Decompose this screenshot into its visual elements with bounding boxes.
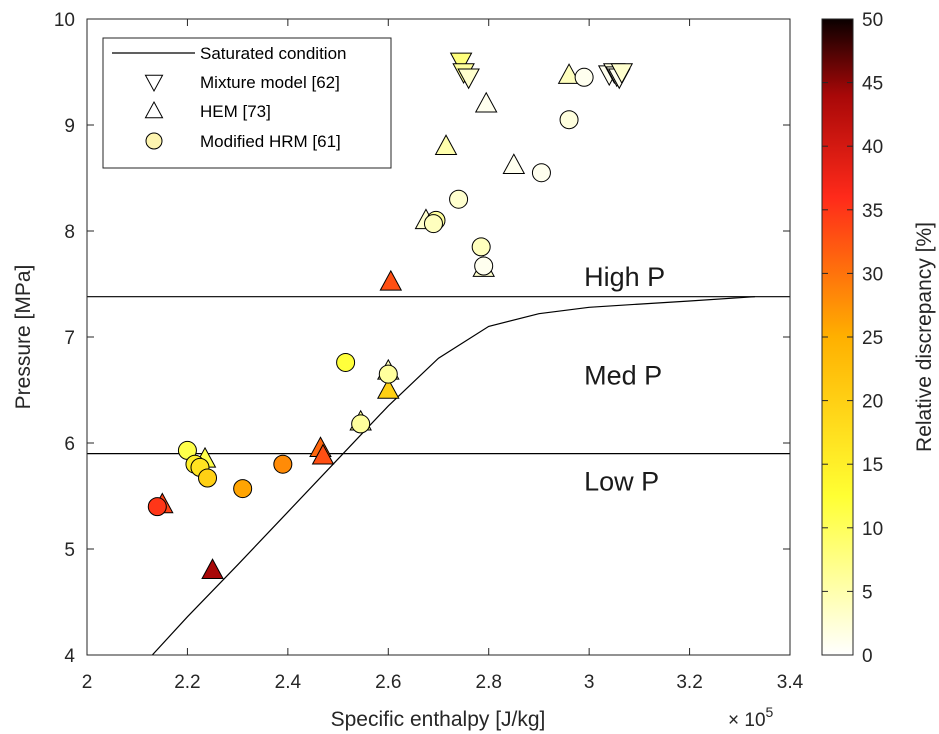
x-axis: 2 2.2 2.4 2.6 2.8 3 3.2 3.4 [82,19,804,693]
data-point-circle [378,364,398,384]
data-point-circle [474,256,494,276]
data-point-triangle-up [311,443,335,465]
x-axis-label: Specific enthalpy [J/kg] [331,708,546,731]
region-annotation: Med P [584,361,662,391]
y-tick-label: 10 [54,10,75,31]
legend-label: Mixture model [62] [200,73,340,92]
colorbar-tick-label: 45 [862,74,883,95]
colorbar-tick-label: 15 [862,455,883,476]
colorbar-tick-label: 35 [862,201,883,222]
data-point-triangle-down [449,52,473,74]
x-tick-label: 2.2 [174,672,200,693]
x-tick-label: 2 [82,672,93,693]
colorbar: 0 5 10 15 20 25 30 35 40 45 50 Relative discrepanc… [821,10,936,667]
data-point-circle [198,468,218,488]
y-axis-label: Pressure [MPa] [12,265,35,410]
x-tick-label: 3.4 [777,672,804,693]
line-0 [151,296,755,655]
colorbar-tick-label: 5 [862,582,873,603]
x-tick-label: 3.2 [676,672,702,693]
legend-triangle-up-swatch [144,100,164,119]
y-tick-label: 5 [64,540,75,561]
data-point-triangle-up [379,269,403,291]
colorbar-tick-label: 10 [862,519,883,540]
data-point-triangle-up [557,63,581,84]
legend-label: Modified HRM [61] [200,132,341,151]
region-annotations: High P Med P Low P [584,262,665,497]
data-point-circle [531,163,551,183]
data-point-circle [351,414,371,434]
data-point-circle [147,497,167,517]
data-point-circle [559,110,579,130]
data-point-circle [233,479,253,499]
data-point-triangle-up [474,91,498,113]
y-tick-label: 7 [64,328,75,349]
region-annotation: High P [584,262,665,292]
legend-label: HEM [73] [200,102,271,121]
y-axis: 4 5 6 7 8 9 10 [54,10,790,667]
legend-triangle-down-swatch [144,74,164,93]
legend: Saturated condition Mixture model [62] HEM… [102,37,392,169]
data-point-circle [423,214,443,234]
data-point-triangle-up [502,153,526,175]
points-layer [147,52,634,579]
legend-label: Saturated condition [200,44,347,63]
data-point-triangle-up [376,377,400,399]
colorbar-tick-label: 40 [862,137,883,158]
data-point-triangle-down [610,63,634,85]
colorbar-tick-label: 25 [862,328,883,349]
data-point-triangle-up [201,558,224,579]
x-tick-label: 3 [584,672,595,693]
x-tick-label: 2.4 [275,672,302,693]
y-tick-label: 6 [64,434,75,455]
y-tick-label: 8 [64,222,75,243]
region-annotation: Low P [584,467,659,497]
y-tick-label: 4 [64,646,75,667]
legend-circle-swatch [145,132,163,150]
y-tick-label: 9 [64,116,75,137]
x-multiplier-label: × 105 [728,704,774,731]
data-point-circle [574,67,594,87]
colorbar-tick-label: 0 [862,646,873,667]
colorbar-tick-label: 30 [862,264,883,285]
x-tick-label: 2.8 [476,672,502,693]
data-point-triangle-up [434,134,458,155]
data-point-circle [336,352,356,372]
data-point-circle [273,454,293,474]
colorbar-tick-label: 50 [862,10,883,31]
data-point-circle [471,237,491,257]
data-point-triangle-down [457,68,480,90]
colorbar-tick-label: 20 [862,392,883,413]
x-tick-label: 2.6 [375,672,401,693]
colorbar-label: Relative discrepancy [%] [913,222,936,452]
data-point-circle [449,189,469,209]
